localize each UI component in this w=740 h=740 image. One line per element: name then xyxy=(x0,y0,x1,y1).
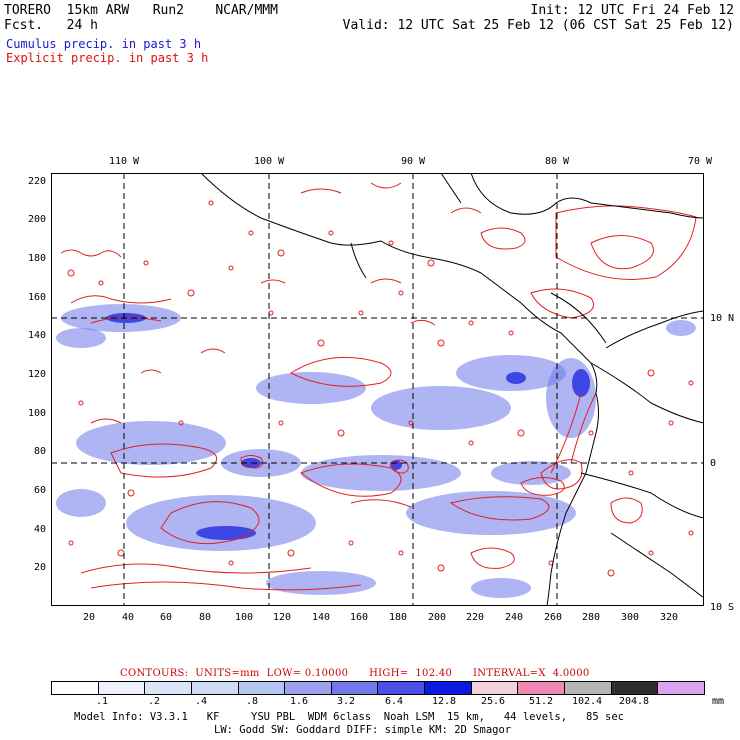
x-tick-80: 80 xyxy=(198,612,212,623)
x-tick-180: 180 xyxy=(388,612,408,623)
explicit-precip-contours xyxy=(60,182,697,591)
contour-info: CONTOURS: UNITS=mm LOW= 0.10000 HIGH= 10… xyxy=(120,668,590,679)
colorbar-seg xyxy=(331,682,379,694)
colorbar xyxy=(51,681,705,695)
lon-label-110w: 110 W xyxy=(108,156,140,167)
y-tick-180: 180 xyxy=(27,253,46,264)
y-tick-100: 100 xyxy=(27,408,46,419)
y-tick-80: 80 xyxy=(33,446,46,457)
x-tick-260: 260 xyxy=(543,612,563,623)
init-time: Init: 12 UTC Fri 24 Feb 12 xyxy=(530,3,735,18)
colorbar-label: 102.4 xyxy=(571,696,603,707)
x-tick-320: 320 xyxy=(659,612,679,623)
colorbar-seg xyxy=(565,682,612,694)
lon-label-100w: 100 W xyxy=(253,156,285,167)
model-info: Model Info: V3.3.1 KF YSU PBL WDM 6class… xyxy=(74,711,624,723)
heavy-cumulus-cores xyxy=(106,313,590,540)
valid-time: Valid: 12 UTC Sat 25 Feb 12 (06 CST Sat … xyxy=(342,18,734,33)
lat-label-10s: 10 S xyxy=(710,602,735,613)
y-tick-40: 40 xyxy=(33,524,46,535)
colorbar-label: .8 xyxy=(245,696,259,707)
colorbar-seg xyxy=(378,682,426,694)
legend-cumulus: Cumulus precip. in past 3 h xyxy=(6,37,202,51)
lon-label-80w: 80 W xyxy=(544,156,570,167)
y-tick-20: 20 xyxy=(33,562,46,573)
x-tick-160: 160 xyxy=(349,612,369,623)
lon-label-70w: 70 W xyxy=(687,156,713,167)
x-tick-120: 120 xyxy=(272,612,292,623)
colorbar-label: 12.8 xyxy=(431,696,457,707)
colorbar-label: .1 xyxy=(95,696,109,707)
colorbar-seg xyxy=(425,682,472,694)
x-tick-140: 140 xyxy=(311,612,331,623)
colorbar-seg xyxy=(238,682,286,694)
x-tick-280: 280 xyxy=(581,612,601,623)
x-tick-40: 40 xyxy=(121,612,135,623)
colorbar-seg xyxy=(611,682,659,694)
colorbar-seg xyxy=(471,682,519,694)
y-tick-160: 160 xyxy=(27,292,46,303)
colorbar-label: 51.2 xyxy=(528,696,554,707)
colorbar-label: 25.6 xyxy=(480,696,506,707)
colorbar-seg xyxy=(518,682,566,694)
model-title: TORERO 15km ARW Run2 NCAR/MMM xyxy=(4,3,278,18)
x-tick-300: 300 xyxy=(620,612,640,623)
colorbar-label: 1.6 xyxy=(289,696,309,707)
colorbar-unit: mm xyxy=(712,696,725,707)
colorbar-seg xyxy=(658,682,704,694)
colorbar-seg xyxy=(98,682,146,694)
colorbar-label: .2 xyxy=(147,696,161,707)
y-tick-120: 120 xyxy=(27,369,46,380)
lat-label-10n: 10 N xyxy=(710,313,735,324)
lat-label-0: 0 xyxy=(710,458,717,469)
colorbar-label: 204.8 xyxy=(618,696,650,707)
forecast-hour: Fcst. 24 h xyxy=(4,18,98,33)
x-tick-200: 200 xyxy=(427,612,447,623)
x-tick-60: 60 xyxy=(159,612,173,623)
x-tick-20: 20 xyxy=(82,612,96,623)
coastlines xyxy=(200,173,704,606)
lat-lon-grid xyxy=(51,173,704,606)
y-tick-140: 140 xyxy=(27,330,46,341)
x-tick-220: 220 xyxy=(465,612,485,623)
y-tick-220: 220 xyxy=(27,176,46,187)
x-tick-240: 240 xyxy=(504,612,524,623)
colorbar-seg xyxy=(52,682,99,694)
physics-info: LW: Godd SW: Goddard DIFF: simple KM: 2D… xyxy=(214,724,512,736)
lon-label-90w: 90 W xyxy=(400,156,426,167)
colorbar-seg xyxy=(191,682,239,694)
x-tick-100: 100 xyxy=(234,612,254,623)
colorbar-label: 6.4 xyxy=(384,696,404,707)
colorbar-seg xyxy=(145,682,192,694)
legend-explicit: Explicit precip. in past 3 h xyxy=(6,51,209,65)
colorbar-seg xyxy=(285,682,332,694)
y-tick-60: 60 xyxy=(33,485,46,496)
colorbar-label: .4 xyxy=(194,696,208,707)
y-tick-200: 200 xyxy=(27,214,46,225)
precip-map xyxy=(51,173,704,606)
colorbar-label: 3.2 xyxy=(336,696,356,707)
